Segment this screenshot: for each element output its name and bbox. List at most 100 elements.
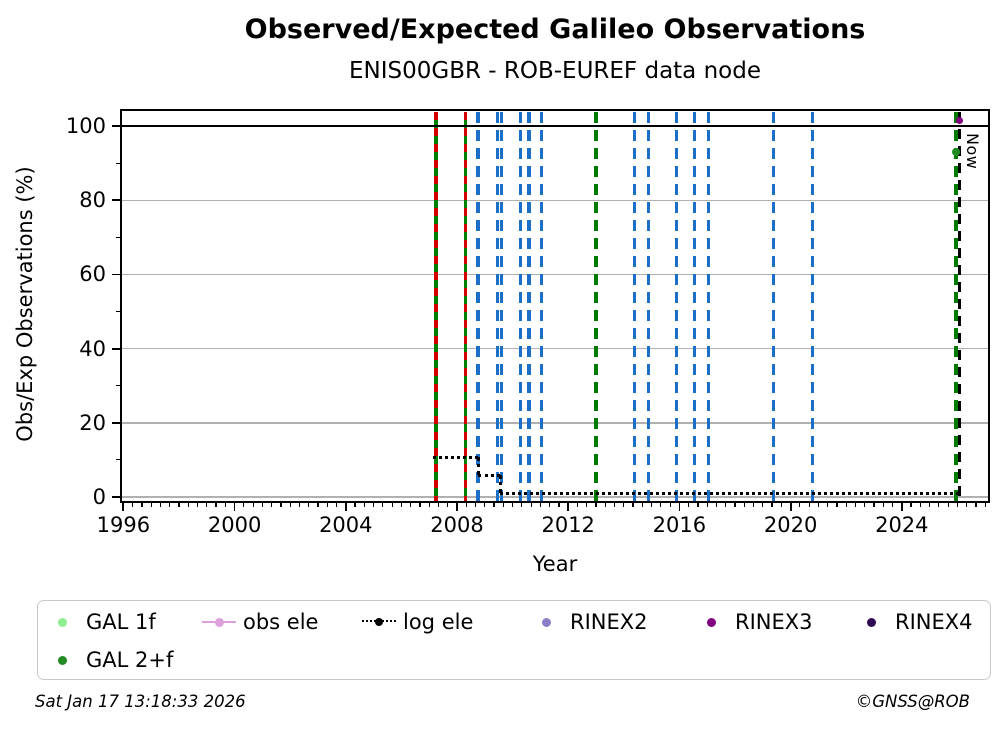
legend-label: GAL 1f [86,610,156,634]
y-tick-0 [112,496,121,498]
x-tick-2000 [233,502,236,511]
plot-area [120,109,990,503]
footer-copyright: ©GNSS@ROB [855,692,970,711]
event-line-green_dashed [954,112,958,501]
x-minor-tick [864,502,866,507]
event-line-blue_dashed [674,112,679,501]
x-tick-label-2004: 2004 [319,513,373,537]
event-line-blue_dashed [707,112,711,501]
x-minor-tick [752,502,755,507]
legend: GAL 1f obs ele log ele RINEX2 RINEX3 RINEX4 GA… [37,600,991,680]
x-minor-tick [651,502,653,507]
x-minor-tick [252,502,254,507]
legend-label: log ele [403,610,474,634]
x-minor-tick [150,502,152,507]
x-minor-tick [576,502,579,507]
event-line-green_red_solid [463,112,468,501]
y-minor-tick [116,459,121,461]
y-minor-tick [116,162,121,164]
x-tick-2020 [789,502,792,511]
x-tick-label-2000: 2000 [207,513,262,537]
x-minor-tick [558,502,560,507]
x-minor-tick [382,502,384,507]
x-minor-tick [132,502,134,507]
y-tick-label-0: 0 [92,484,106,509]
x-minor-tick [391,502,393,507]
x-minor-tick [854,502,857,507]
now-annotation: Now [963,133,982,170]
y-tick-label-40: 40 [79,336,106,361]
x-minor-tick [697,502,699,507]
event-line-blue_dashed [496,112,500,501]
legend-item-obs-ele: obs ele [202,610,362,634]
x-minor-tick [215,502,217,507]
x-minor-tick [530,502,532,507]
x-minor-tick [298,502,301,507]
x-minor-tick [669,502,671,507]
x-minor-tick [428,502,430,507]
x-minor-tick [725,502,727,507]
event-line-blue_dashed [772,112,776,501]
event-line-blue_dashed [810,112,814,501]
x-minor-tick [632,502,634,507]
event-line-now_black_dashed [958,112,961,501]
y-tick-80 [112,199,121,202]
gridline-y-80 [122,199,988,202]
x-minor-tick [317,502,319,507]
event-line-green_red_solid [434,112,438,501]
x-minor-tick [521,502,523,507]
x-minor-tick [771,502,773,507]
x-minor-tick [873,502,875,507]
x-minor-tick [882,502,884,507]
x-tick-2004 [344,502,347,511]
obs-ele-marker-icon [202,616,236,628]
legend-item-gal-2+f: GAL 2+f [45,648,202,672]
x-minor-tick [808,502,810,507]
x-tick-label-2016: 2016 [652,513,707,537]
gridline-y-60 [122,273,988,276]
footer-timestamp: Sat Jan 17 13:18:33 2026 [35,692,246,711]
y-tick-label-20: 20 [79,410,106,435]
x-minor-tick [734,502,736,507]
gridline-y-20 [122,422,988,424]
y-tick-20 [112,421,121,424]
x-minor-tick [196,502,199,507]
gridline-y-40 [122,347,988,350]
legend-item-rinex2: RINEX2 [529,610,694,634]
x-minor-tick [187,502,189,507]
x-minor-tick [549,502,551,507]
x-tick-label-2024: 2024 [875,513,929,537]
x-minor-tick [224,502,226,507]
x-minor-tick [715,502,718,507]
x-tick-2016 [678,502,681,511]
event-line-green_dashed [594,112,598,501]
x-minor-tick [474,502,477,507]
legend-label: RINEX2 [570,610,648,634]
event-line-blue_dashed [518,112,522,501]
legend-item-rinex3: RINEX3 [694,610,854,634]
x-minor-tick [919,502,921,507]
x-tick-2008 [456,502,458,511]
gal-2+f-marker-icon [45,654,79,666]
x-tick-label-2012: 2012 [541,513,595,537]
event-line-blue_dashed [693,112,697,501]
log-ele-marker-icon [362,616,396,628]
x-minor-tick [271,502,273,507]
x-minor-tick [400,502,402,507]
x-minor-tick [502,502,504,507]
chart-subtitle: ENIS00GBR - ROB-EUREF data node [349,58,761,84]
x-minor-tick [141,502,143,507]
x-minor-tick [372,502,375,507]
event-line-blue_dashed [499,112,503,501]
x-minor-tick [836,502,838,507]
x-minor-tick [641,502,643,507]
x-minor-tick [966,502,968,507]
gal-1f-marker-icon [45,616,79,628]
series-log-ele-seg [432,455,479,459]
x-minor-tick [688,502,690,507]
series-log-ele-step [498,475,502,494]
y-tick-label-100: 100 [65,114,106,139]
x-minor-tick [447,502,449,507]
series-log-ele-step [476,457,480,476]
